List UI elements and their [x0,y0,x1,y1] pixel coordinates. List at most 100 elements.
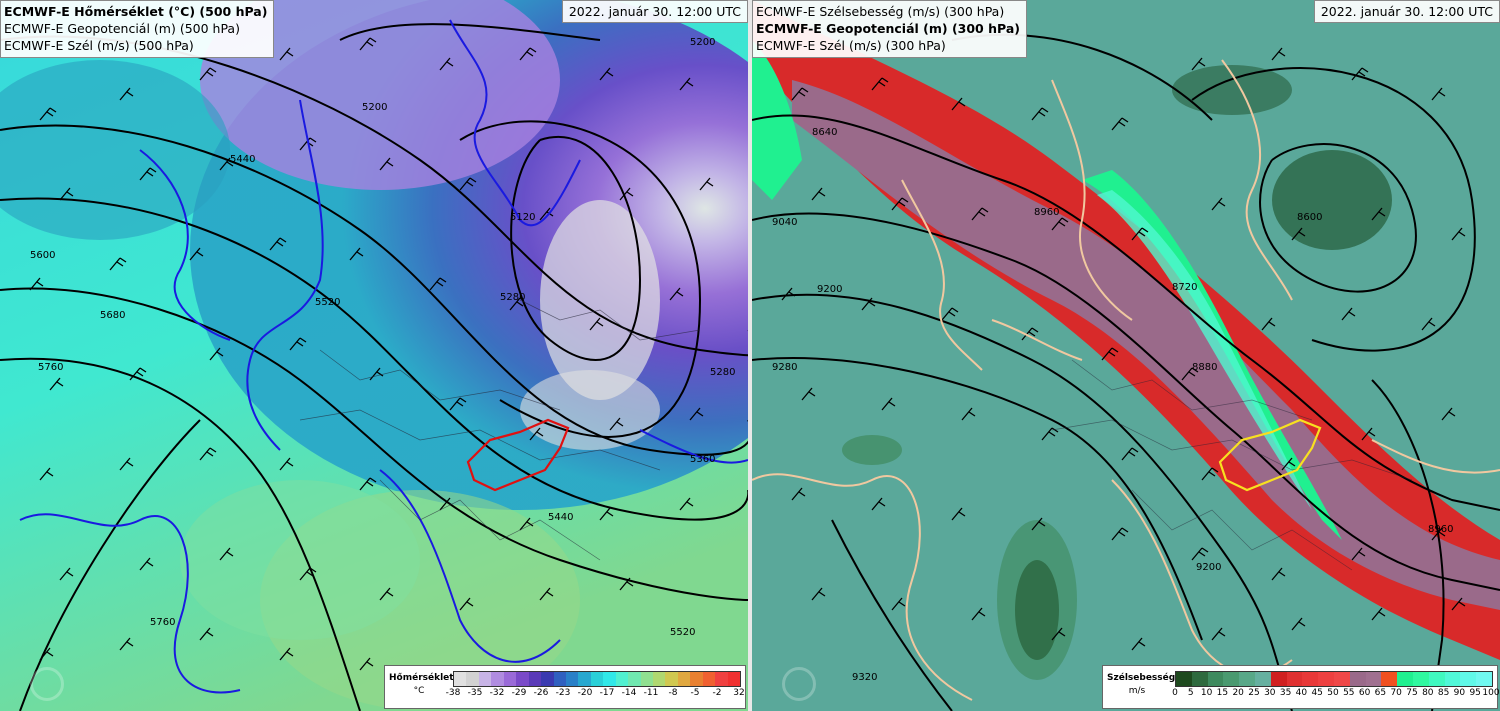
scale-tick-label: -29 [511,688,527,698]
scale-swatch [1381,672,1398,686]
scale-tick-label: 80 [1422,688,1434,698]
contour-label: 8640 [812,127,837,138]
scale-swatch [503,672,517,686]
scale-tick-label: 70 [1390,688,1402,698]
scale-tick-label: 25 [1248,688,1260,698]
scale-tick-label: 50 [1327,688,1339,698]
contour-label: 9280 [772,362,797,373]
scale-tick-label: 10 [1200,688,1213,698]
scale-swatch [478,672,492,686]
map-legend: ECMWF-E Szélsebesség (m/s) (300 hPa) ECM… [752,0,1027,58]
scale-swatch [1239,672,1255,686]
scale-tick-label: -11 [643,688,659,698]
scale-tick-label: 55 [1343,688,1355,698]
scale-swatch [578,672,591,686]
scale-swatch [1428,672,1445,686]
contour-label: 8960 [1034,207,1059,218]
scale-swatch [727,672,741,686]
contour-label: 5200 [362,102,387,113]
legend-line: ECMWF-E Szél (m/s) (300 hPa) [756,38,946,53]
scale-swatch [1397,672,1413,686]
contour-label: 5280 [500,292,525,303]
scale-swatch [1333,672,1350,686]
windspeed-map: 8640 8960 9040 9200 9280 9320 8720 8600 … [752,0,1500,711]
scale-swatch [615,672,629,686]
scale-tick-label: 30 [1264,688,1276,698]
contour-label: 5280 [710,367,735,378]
scale-swatch [702,672,716,686]
scale-swatch [1318,672,1334,686]
hungary-outline [1218,418,1322,492]
legend-line: ECMWF-E Szél (m/s) (500 hPa) [4,38,194,53]
coastlines [19,19,748,694]
legend-line: ECMWF-E Geopotenciál (m) (300 hPa) [756,21,1020,36]
scale-swatch [628,672,641,686]
scale-swatch [640,672,653,686]
scale-swatch [1176,672,1192,686]
scale-unit: °C [413,686,425,696]
wind-barbs [781,47,1466,651]
contour-label: 9200 [817,284,842,295]
temperature-map-panel: 5120 5200 5280 5280 5360 5440 5440 5520 … [0,0,748,711]
temperature-map: 5120 5200 5280 5280 5360 5440 5440 5520 … [0,0,748,711]
valid-time: 2022. január 30. 12:00 UTC [561,0,748,23]
contour-label: 9040 [772,217,797,228]
scale-swatch [677,672,691,686]
scale-tick-label: -20 [577,688,593,698]
scale-title: Hőmérséklet [389,673,454,683]
scale-swatch [466,672,479,686]
legend-line: ECMWF-E Geopotenciál (m) (500 hPa) [4,21,240,36]
scale-tick-label: 15 [1216,688,1229,698]
scale-tick-label: -35 [467,688,483,698]
contour-label: 5200 [690,37,715,48]
scale-tick-label: -17 [599,688,615,698]
contour-label: 5760 [38,362,63,373]
scale-swatch [1270,672,1287,686]
color-scale: Szélsebesség m/s 0 5 10 15 20 25 30 35 40 45 50 55 6… [1102,665,1500,709]
scale-tick-label: 45 [1311,688,1323,698]
contour-label: 5440 [548,512,573,523]
legend-line: ECMWF-E Hőmérséklet (°C) (500 hPa) [4,4,268,19]
wind-barbs [29,37,714,671]
contour-label: 8960 [1428,524,1453,535]
scale-tick-label: 85 [1437,688,1450,698]
scale-tick-label: -8 [668,688,678,698]
scale-tick-label: 40 [1295,688,1308,698]
scale-swatch [690,672,703,686]
scale-swatch [1365,672,1382,686]
valid-time: 2022. január 30. 12:00 UTC [1313,0,1500,23]
scale-tick-label: 90 [1453,688,1466,698]
scale-tick-label: 32 [733,688,745,698]
contour-label: 5760 [150,617,175,628]
scale-swatch [603,672,616,686]
scale-tick-label: 60 [1358,688,1371,698]
scale-swatch [1302,672,1319,686]
scale-swatch [1476,672,1492,686]
contour-label: 9200 [1196,562,1221,573]
contour-label: 8720 [1172,282,1197,293]
scale-bar [1175,671,1493,687]
scale-swatch [516,672,529,686]
scale-swatch [665,672,678,686]
map-legend: ECMWF-E Hőmérséklet (°C) (500 hPa) ECMWF… [0,0,275,58]
contour-label: 5680 [100,310,125,321]
scale-swatch [491,672,504,686]
contour-label: 5520 [315,297,340,308]
scale-swatch [1223,672,1240,686]
scale-swatch [565,672,579,686]
scale-swatch [1412,672,1429,686]
scale-tick-label: 20 [1232,688,1244,698]
scale-tick-label: 5 [1187,688,1194,698]
scale-tick-label: 100 [1482,688,1500,698]
scale-swatch [590,672,604,686]
scale-tick-label: 65 [1374,688,1387,698]
contour-label: 9320 [852,672,877,683]
scale-bar [453,671,741,687]
contour-label: 8880 [1192,362,1217,373]
panel-divider [748,0,752,711]
scale-swatch [541,672,554,686]
scale-tick-label: 35 [1279,688,1292,698]
scale-swatch [1460,672,1477,686]
scale-tick-label: -23 [555,688,571,698]
